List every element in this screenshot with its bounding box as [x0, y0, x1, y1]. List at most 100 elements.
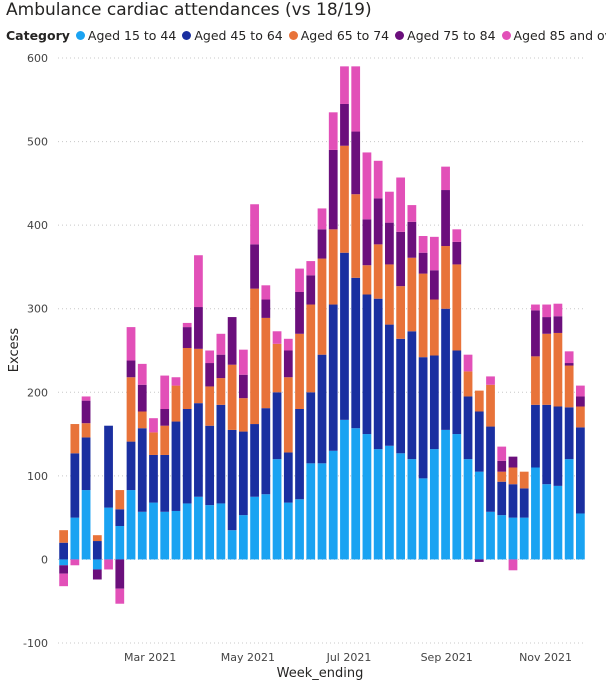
bar-segment[interactable] [441, 246, 450, 309]
bar-segment[interactable] [306, 275, 316, 305]
bar-segment[interactable] [171, 421, 181, 511]
bar-segment[interactable] [542, 404, 552, 485]
bar-segment[interactable] [429, 449, 439, 560]
bar-segment[interactable] [452, 350, 462, 435]
bar-segment[interactable] [429, 270, 439, 300]
bar-segment[interactable] [126, 360, 136, 378]
bar-segment[interactable] [340, 252, 349, 420]
bar-segment[interactable] [452, 264, 462, 351]
bar-segment[interactable] [283, 338, 293, 351]
bar-segment[interactable] [542, 333, 552, 405]
bar-segment[interactable] [576, 385, 585, 397]
bar-segment[interactable] [317, 258, 327, 355]
bar-segment[interactable] [272, 459, 282, 560]
bar-segment[interactable] [576, 396, 585, 407]
bar-segment[interactable] [70, 453, 80, 518]
bar-segment[interactable] [531, 304, 540, 311]
bar-segment[interactable] [373, 449, 383, 560]
bar-segment[interactable] [351, 194, 361, 278]
bar-segment[interactable] [160, 409, 170, 426]
bar-segment[interactable] [553, 332, 563, 407]
bar-segment[interactable] [115, 490, 125, 510]
bar-segment[interactable] [385, 222, 394, 265]
bar-segment[interactable] [576, 427, 585, 514]
bar-segment[interactable] [362, 152, 372, 220]
bar-segment[interactable] [149, 502, 158, 560]
bar-segment[interactable] [407, 221, 417, 258]
bar-segment[interactable] [70, 517, 80, 560]
bar-segment[interactable] [497, 460, 507, 472]
bar-segment[interactable] [373, 244, 383, 299]
bar-segment[interactable] [531, 467, 540, 560]
bar-segment[interactable] [295, 499, 304, 560]
bar-segment[interactable] [429, 355, 439, 450]
bar-segment[interactable] [317, 354, 327, 464]
bar-segment[interactable] [418, 252, 428, 274]
bar-segment[interactable] [441, 166, 450, 191]
bar-segment[interactable] [59, 559, 68, 566]
bar-segment[interactable] [182, 327, 192, 348]
bar-segment[interactable] [283, 377, 293, 453]
bar-segment[interactable] [441, 429, 450, 560]
bar-segment[interactable] [272, 331, 282, 344]
bar-segment[interactable] [452, 434, 462, 560]
bar-segment[interactable] [407, 257, 417, 332]
bar-segment[interactable] [283, 452, 293, 503]
bar-segment[interactable] [81, 423, 91, 438]
bar-segment[interactable] [272, 392, 282, 460]
bar-segment[interactable] [474, 559, 484, 562]
bar-segment[interactable] [115, 588, 125, 604]
bar-segment[interactable] [531, 356, 540, 405]
bar-segment[interactable] [396, 338, 406, 454]
bar-segment[interactable] [418, 478, 428, 560]
bar-segment[interactable] [328, 112, 338, 150]
bar-segment[interactable] [463, 371, 473, 397]
bar-segment[interactable] [463, 354, 473, 372]
bar-segment[interactable] [362, 219, 372, 266]
bar-segment[interactable] [238, 374, 248, 399]
bar-segment[interactable] [373, 298, 383, 450]
bar-segment[interactable] [205, 350, 215, 364]
bar-segment[interactable] [553, 303, 563, 317]
bar-segment[interactable] [351, 66, 361, 132]
bar-segment[interactable] [542, 317, 552, 334]
bar-segment[interactable] [283, 502, 293, 560]
bar-segment[interactable] [564, 365, 574, 408]
bar-segment[interactable] [497, 481, 507, 516]
bar-segment[interactable] [104, 559, 113, 570]
bar-segment[interactable] [194, 403, 203, 497]
bar-segment[interactable] [486, 426, 495, 512]
bar-segment[interactable] [70, 559, 80, 566]
bar-segment[interactable] [137, 384, 147, 412]
bar-segment[interactable] [149, 432, 158, 455]
bar-segment[interactable] [317, 463, 327, 560]
bar-segment[interactable] [351, 277, 361, 429]
bar-segment[interactable] [295, 333, 304, 409]
bar-segment[interactable] [160, 511, 170, 560]
bar-segment[interactable] [519, 488, 529, 518]
bar-segment[interactable] [261, 285, 271, 300]
bar-segment[interactable] [238, 431, 248, 516]
bar-segment[interactable] [486, 384, 495, 427]
bar-segment[interactable] [452, 229, 462, 242]
bar-segment[interactable] [261, 494, 271, 560]
bar-segment[interactable] [306, 392, 316, 464]
bar-segment[interactable] [306, 304, 316, 393]
bar-segment[interactable] [216, 333, 226, 355]
bar-segment[interactable] [553, 406, 563, 486]
bar-segment[interactable] [441, 190, 450, 247]
bar-segment[interactable] [418, 273, 428, 358]
bar-segment[interactable] [92, 541, 102, 560]
bar-segment[interactable] [340, 66, 349, 104]
bar-segment[interactable] [238, 349, 248, 375]
bar-segment[interactable] [340, 419, 349, 560]
bar-segment[interactable] [160, 375, 170, 409]
bar-segment[interactable] [70, 424, 80, 454]
bar-segment[interactable] [576, 513, 585, 560]
bar-segment[interactable] [553, 485, 563, 560]
bar-segment[interactable] [227, 317, 237, 365]
bar-segment[interactable] [194, 307, 203, 349]
bar-segment[interactable] [429, 236, 439, 271]
bar-segment[interactable] [160, 454, 170, 512]
bar-segment[interactable] [564, 407, 574, 460]
